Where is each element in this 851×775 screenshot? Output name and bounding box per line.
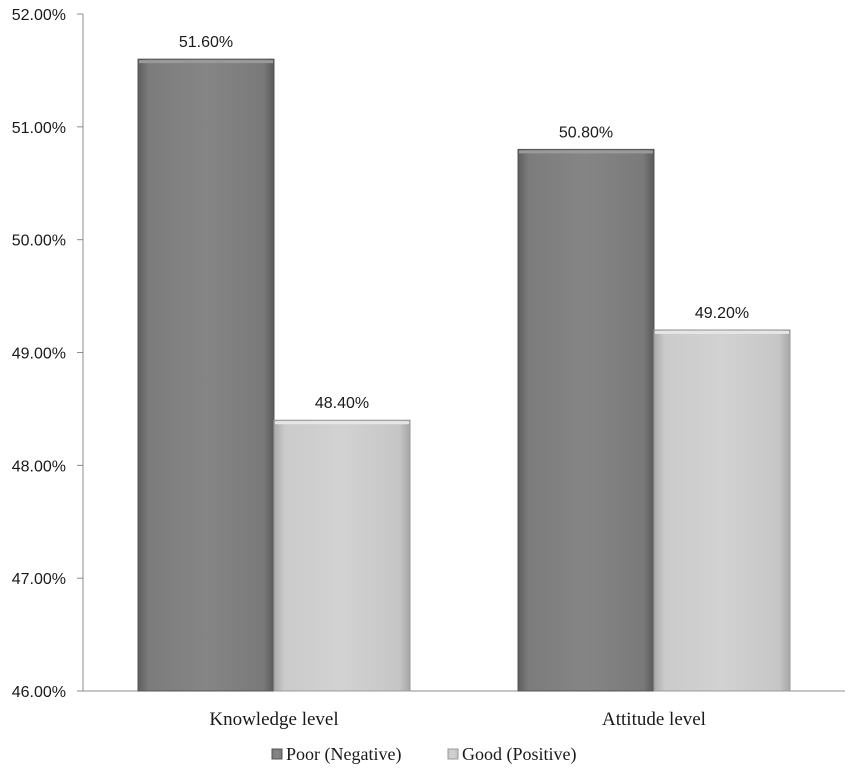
- bar-good-knowledge: [273, 419, 411, 692]
- x-category-label: Attitude level: [602, 709, 706, 730]
- bar-good-attitude: [653, 329, 791, 692]
- y-tick-label: 50.00%: [12, 233, 66, 250]
- legend-item-poor: Poor (Negative): [271, 744, 401, 765]
- bars: [137, 58, 791, 692]
- y-tick-label: 52.00%: [12, 7, 66, 24]
- data-label: 50.80%: [559, 124, 613, 141]
- legend-label: Good (Positive): [462, 744, 577, 765]
- legend-item-good: Good (Positive): [447, 744, 577, 765]
- labels: 51.60% 48.40% Knowledge level 50.80% 49.20% A…: [179, 34, 749, 730]
- legend-label: Poor (Negative): [286, 744, 401, 765]
- legend-swatch: [271, 748, 283, 760]
- y-tick-label: 51.00%: [12, 120, 66, 137]
- data-label: 51.60%: [179, 34, 233, 51]
- bar-body: [273, 419, 411, 692]
- data-label: 48.40%: [315, 395, 369, 412]
- bar-body: [137, 58, 275, 692]
- legend-swatch: [447, 748, 459, 760]
- bar-body: [517, 148, 655, 692]
- bar-body: [653, 329, 791, 692]
- y-tick-label: 47.00%: [12, 571, 66, 588]
- bar-highlight: [655, 330, 789, 334]
- bar-highlight: [275, 421, 409, 425]
- bar-poor-knowledge: [137, 58, 275, 692]
- bar-poor-attitude: [517, 148, 655, 692]
- y-tick-label: 48.00%: [12, 458, 66, 475]
- data-label: 49.20%: [695, 305, 749, 322]
- legend: Poor (Negative) Good (Positive): [271, 744, 577, 765]
- x-category-label: Knowledge level: [209, 709, 338, 730]
- bar-highlight: [139, 60, 273, 64]
- y-tick-label: 49.00%: [12, 346, 66, 363]
- bar-highlight: [519, 150, 653, 154]
- y-tick-label: 46.00%: [12, 684, 66, 701]
